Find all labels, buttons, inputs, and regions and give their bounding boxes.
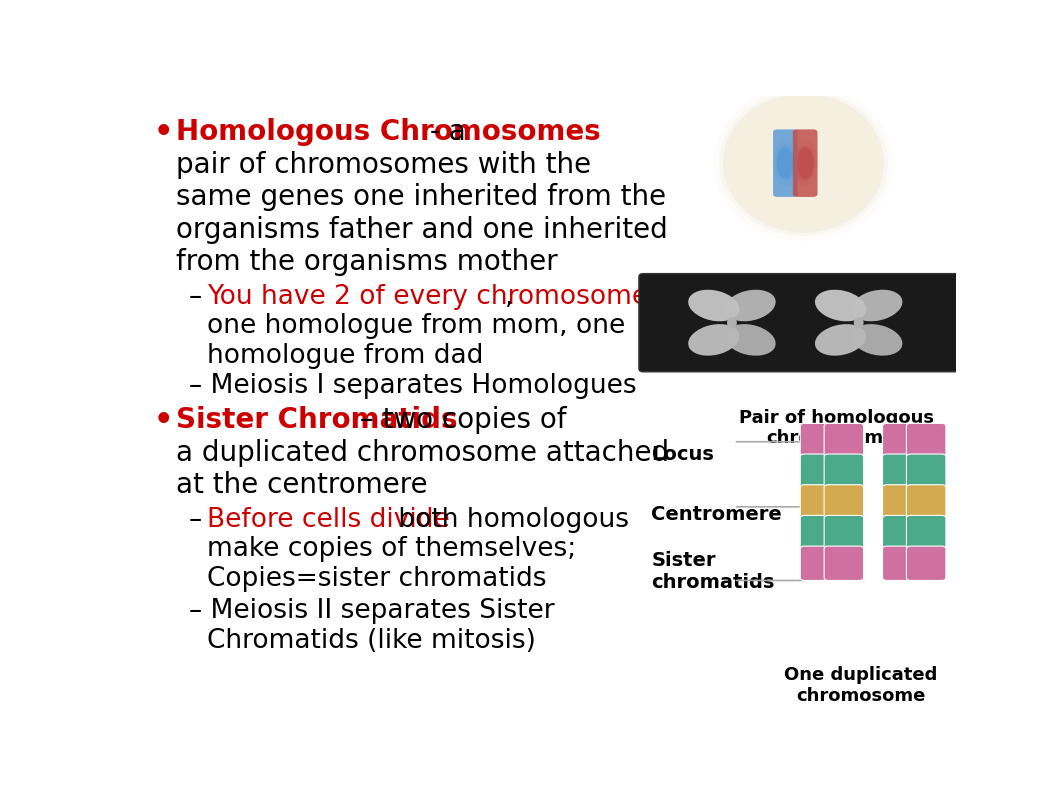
Ellipse shape — [854, 317, 863, 328]
Ellipse shape — [815, 290, 867, 321]
Text: –: – — [189, 507, 210, 533]
FancyBboxPatch shape — [883, 516, 922, 550]
Ellipse shape — [727, 317, 737, 328]
FancyBboxPatch shape — [907, 516, 946, 550]
Ellipse shape — [795, 145, 815, 182]
FancyBboxPatch shape — [639, 273, 964, 371]
Text: Locus: Locus — [651, 446, 714, 464]
Text: - a: - a — [421, 118, 465, 147]
Ellipse shape — [724, 324, 775, 355]
Text: organisms father and one inherited: organisms father and one inherited — [175, 216, 667, 244]
Text: –: – — [189, 284, 210, 310]
Ellipse shape — [724, 290, 775, 321]
Text: Centromere: Centromere — [651, 505, 782, 524]
FancyBboxPatch shape — [801, 546, 840, 580]
FancyBboxPatch shape — [793, 129, 818, 197]
Ellipse shape — [688, 290, 739, 321]
Text: ,: , — [504, 284, 513, 310]
FancyBboxPatch shape — [824, 546, 863, 580]
Text: pair of chromosomes with the: pair of chromosomes with the — [175, 151, 590, 179]
Text: homologue from dad: homologue from dad — [207, 343, 483, 369]
FancyBboxPatch shape — [801, 516, 840, 550]
Text: Before cells divide: Before cells divide — [207, 507, 449, 533]
Text: a duplicated chromosome attached: a duplicated chromosome attached — [175, 438, 669, 467]
FancyBboxPatch shape — [883, 485, 922, 519]
Text: Homologous Chromosomes: Homologous Chromosomes — [175, 118, 600, 147]
Ellipse shape — [725, 96, 881, 230]
FancyBboxPatch shape — [907, 546, 946, 580]
Ellipse shape — [796, 147, 813, 179]
Ellipse shape — [773, 140, 798, 186]
Text: Sister
chromatids: Sister chromatids — [651, 551, 774, 591]
Text: one homologue from mom, one: one homologue from mom, one — [207, 313, 626, 340]
Text: Chromatids (like mitosis): Chromatids (like mitosis) — [207, 628, 535, 654]
FancyBboxPatch shape — [773, 129, 798, 197]
FancyBboxPatch shape — [824, 485, 863, 519]
FancyBboxPatch shape — [824, 516, 863, 550]
Text: – Meiosis I separates Homologues: – Meiosis I separates Homologues — [189, 373, 636, 399]
Ellipse shape — [688, 324, 739, 355]
Ellipse shape — [793, 140, 818, 186]
Text: same genes one inherited from the: same genes one inherited from the — [175, 183, 666, 211]
Text: •: • — [153, 118, 173, 147]
Ellipse shape — [851, 324, 903, 355]
FancyBboxPatch shape — [824, 454, 863, 489]
Ellipse shape — [796, 147, 813, 179]
Text: One duplicated
chromosome: One duplicated chromosome — [785, 666, 938, 705]
FancyBboxPatch shape — [801, 454, 840, 489]
Text: You have 2 of every chromosome: You have 2 of every chromosome — [207, 284, 648, 310]
FancyBboxPatch shape — [907, 454, 946, 489]
Ellipse shape — [775, 145, 795, 182]
Ellipse shape — [776, 147, 794, 179]
FancyBboxPatch shape — [907, 485, 946, 519]
Text: make copies of themselves;: make copies of themselves; — [207, 536, 576, 562]
Text: •: • — [153, 406, 173, 435]
FancyBboxPatch shape — [883, 423, 922, 457]
Text: – Meiosis II separates Sister: – Meiosis II separates Sister — [189, 599, 554, 624]
Text: at the centromere: at the centromere — [175, 471, 427, 499]
Ellipse shape — [723, 93, 884, 233]
FancyBboxPatch shape — [824, 423, 863, 457]
Text: both homologous: both homologous — [390, 507, 629, 533]
FancyBboxPatch shape — [801, 485, 840, 519]
FancyBboxPatch shape — [801, 423, 840, 457]
Text: from the organisms mother: from the organisms mother — [175, 249, 558, 277]
Text: Pair of homologous
chromosomes: Pair of homologous chromosomes — [739, 409, 933, 447]
FancyBboxPatch shape — [907, 423, 946, 457]
Ellipse shape — [851, 290, 903, 321]
Ellipse shape — [714, 85, 893, 241]
Ellipse shape — [815, 324, 867, 355]
Ellipse shape — [719, 90, 888, 236]
Text: Copies=sister chromatids: Copies=sister chromatids — [207, 566, 546, 591]
FancyBboxPatch shape — [883, 546, 922, 580]
Ellipse shape — [777, 147, 793, 179]
Text: – two copies of: – two copies of — [350, 406, 566, 434]
FancyBboxPatch shape — [883, 454, 922, 489]
Text: Sister Chromatids: Sister Chromatids — [175, 406, 457, 434]
